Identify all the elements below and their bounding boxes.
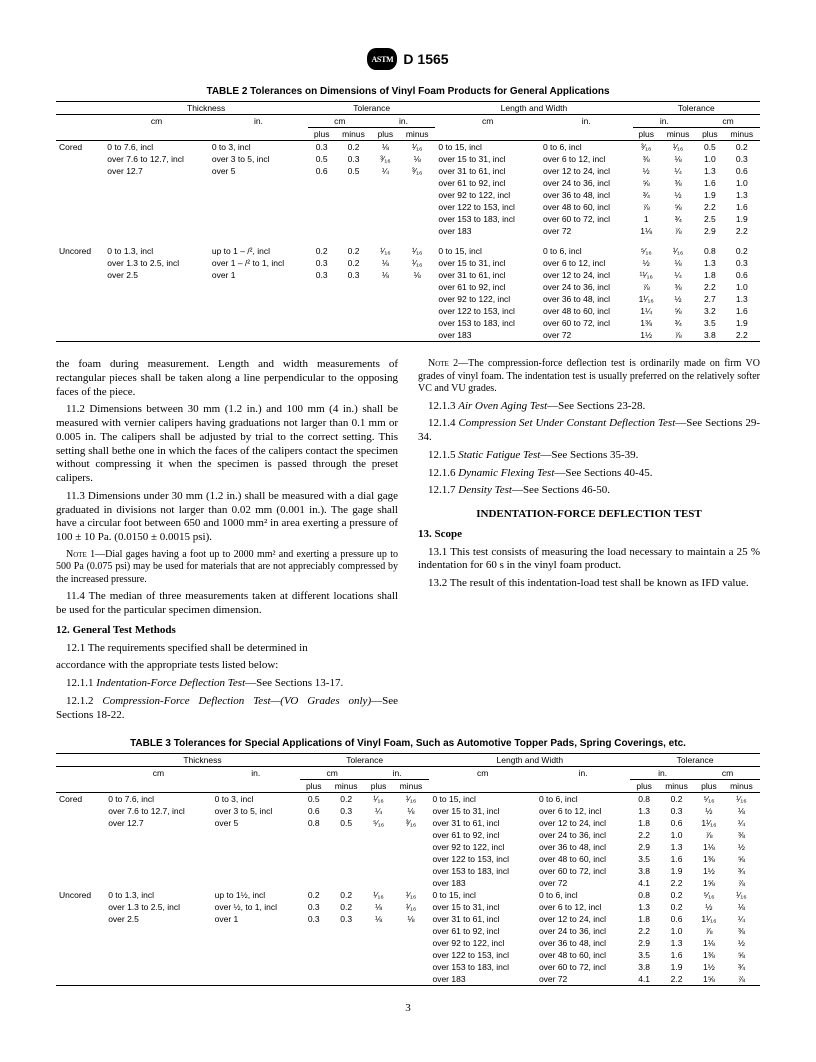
h-12: 12. General Test Methods — [56, 624, 398, 638]
minus2: minus — [399, 128, 435, 141]
p-e: accordance with the appropriate tests li… — [56, 659, 398, 673]
plus: plus — [308, 128, 335, 141]
table-row: over 153 to 183, inclover 60 to 72, incl… — [56, 865, 760, 877]
table-row: over 12.7over 50.60.5¼³⁄₁₆over 31 to 61,… — [56, 165, 760, 177]
p-a: the foam during measurement. Length and … — [56, 358, 398, 399]
note1: Note 1—Dial gages having a foot up to 20… — [56, 549, 398, 587]
table-row: over 92 to 122, inclover 36 to 48, incl1… — [56, 293, 760, 305]
hdr-tol2: Tolerance — [633, 102, 760, 115]
table-row: over 122 to 153, inclover 48 to 60, incl… — [56, 949, 760, 961]
table-row: over 7.6 to 12.7, inclover 3 to 5, incl0… — [56, 153, 760, 165]
note1-text: Dial gages having a foot up to 2000 mm² … — [56, 549, 398, 585]
p-12-1-4: 12.1.4 Compression Set Under Constant De… — [418, 417, 760, 445]
u-cm: cm — [104, 115, 209, 141]
p-12-1-5: 12.1.5 Static Fatigue Test—See Sections … — [418, 449, 760, 463]
table-row: over 1.3 to 2.5, inclover 1 – /² to 1, i… — [56, 257, 760, 269]
doc-id: D 1565 — [403, 51, 448, 67]
table-row: over 183over 724.12.21⅝⅞ — [56, 877, 760, 889]
p-12-1-3: 12.1.3 Air Oven Aging Test—See Sections … — [418, 400, 760, 414]
minus3: minus — [660, 128, 696, 141]
table-row: over 153 to 183, inclover 60 to 72, incl… — [56, 317, 760, 329]
table-row: over 61 to 92, inclover 24 to 36, incl⅞⅜… — [56, 281, 760, 293]
table-row: over 61 to 92, inclover 24 to 36, incl2.… — [56, 829, 760, 841]
note2-text: The compression-force deflection test is… — [418, 358, 760, 394]
hdr-lw: Length and Width — [435, 102, 632, 115]
u-cm3: cm — [435, 115, 540, 141]
p-13-2: 13.2 The result of this indentation-load… — [418, 577, 760, 591]
table-row: over 7.6 to 12.7, inclover 3 to 5, incl0… — [56, 805, 760, 817]
hdr-thickness: Thickness — [104, 102, 308, 115]
note2-lead: Note 2— — [428, 358, 468, 369]
u-in4: in. — [633, 115, 697, 128]
table-row: over 1.3 to 2.5, inclover ½, to 1, incl0… — [56, 901, 760, 913]
p-13-1: 13.1 This test consists of measuring the… — [418, 546, 760, 574]
table-row: Cored0 to 7.6, incl0 to 3, incl0.50.2¹⁄₁… — [56, 793, 760, 806]
table-row: over 122 to 153, inclover 48 to 60, incl… — [56, 853, 760, 865]
table-row: over 61 to 92, inclover 24 to 36, incl2.… — [56, 925, 760, 937]
table2: Thickness Tolerance Length and Width Tol… — [56, 101, 760, 344]
note1-lead: Note 1— — [66, 549, 105, 560]
plus2: plus — [372, 128, 399, 141]
table-row: over 183over 724.12.21⅝⅞ — [56, 973, 760, 986]
doc-header: ASTM D 1565 — [56, 48, 760, 70]
table-row: over 153 to 183, inclover 60 to 72, incl… — [56, 961, 760, 973]
p-12-1: 12.1 The requirements specified shall be… — [56, 642, 398, 656]
table-row: Cored0 to 7.6, incl0 to 3, incl0.30.2⅛¹⁄… — [56, 141, 760, 154]
p-c: 11.3 Dimensions under 30 mm (1.2 in.) sh… — [56, 490, 398, 545]
hdr-tol1: Tolerance — [308, 102, 435, 115]
table3: Thickness Tolerance Length and Width Tol… — [56, 753, 760, 988]
plus4: plus — [696, 128, 723, 141]
minus: minus — [335, 128, 371, 141]
table-row: over 122 to 153, inclover 48 to 60, incl… — [56, 201, 760, 213]
u-cm4: cm — [696, 115, 760, 128]
p-d: 11.4 The median of three measurements ta… — [56, 590, 398, 618]
table-row: Uncored0 to 1.3, inclup to 1 – /², incl0… — [56, 245, 760, 257]
table-row: over 92 to 122, inclover 36 to 48, incl¾… — [56, 189, 760, 201]
table-row: over 61 to 92, inclover 24 to 36, incl⅝⅜… — [56, 177, 760, 189]
p-b: 11.2 Dimensions between 30 mm (1.2 in.) … — [56, 403, 398, 486]
u-in3: in. — [540, 115, 633, 141]
u-cm2: cm — [308, 115, 372, 128]
table-row: over 183over 721½⅞3.82.2 — [56, 329, 760, 342]
table-row: over 2.5over 10.30.3⅛⅛over 31 to 61, inc… — [56, 913, 760, 925]
plus3: plus — [633, 128, 660, 141]
table-row: over 122 to 153, inclover 48 to 60, incl… — [56, 305, 760, 317]
p-12-1-2: 12.1.2 Compression-Force Deflection Test… — [56, 695, 398, 723]
p-12-1-7: 12.1.7 Density Test—See Sections 46-50. — [418, 484, 760, 498]
p-12-1-1: 12.1.1 Indentation-Force Deflection Test… — [56, 677, 398, 691]
table-row: over 183over 721⅛⅞2.92.2 — [56, 225, 760, 237]
page-number: 3 — [56, 1002, 760, 1014]
astm-logo-icon: ASTM — [367, 48, 397, 70]
note2: Note 2—The compression-force deflection … — [418, 358, 760, 396]
minus4: minus — [724, 128, 760, 141]
table-row: over 92 to 122, inclover 36 to 48, incl2… — [56, 937, 760, 949]
u-in: in. — [209, 115, 308, 141]
u-in2: in. — [372, 115, 436, 128]
h-ifd: INDENTATION-FORCE DEFLECTION TEST — [418, 508, 760, 522]
table2-title: TABLE 2 Tolerances on Dimensions of Viny… — [56, 86, 760, 97]
h-13: 13. Scope — [418, 528, 760, 542]
p-12-1-6: 12.1.6 Dynamic Flexing Test—See Sections… — [418, 467, 760, 481]
body-columns: the foam during measurement. Length and … — [56, 358, 760, 738]
table-row: over 153 to 183, inclover 60 to 72, incl… — [56, 213, 760, 225]
table-row: Uncored0 to 1.3, inclup to 1½, incl0.20.… — [56, 889, 760, 901]
table-row: over 12.7over 50.80.5⁵⁄₁₆³⁄₁₆over 31 to … — [56, 817, 760, 829]
table3-title: TABLE 3 Tolerances for Special Applicati… — [56, 738, 760, 749]
table-row: over 2.5over 10.30.3⅛⅛over 31 to 61, inc… — [56, 269, 760, 281]
table-row: over 92 to 122, inclover 36 to 48, incl2… — [56, 841, 760, 853]
